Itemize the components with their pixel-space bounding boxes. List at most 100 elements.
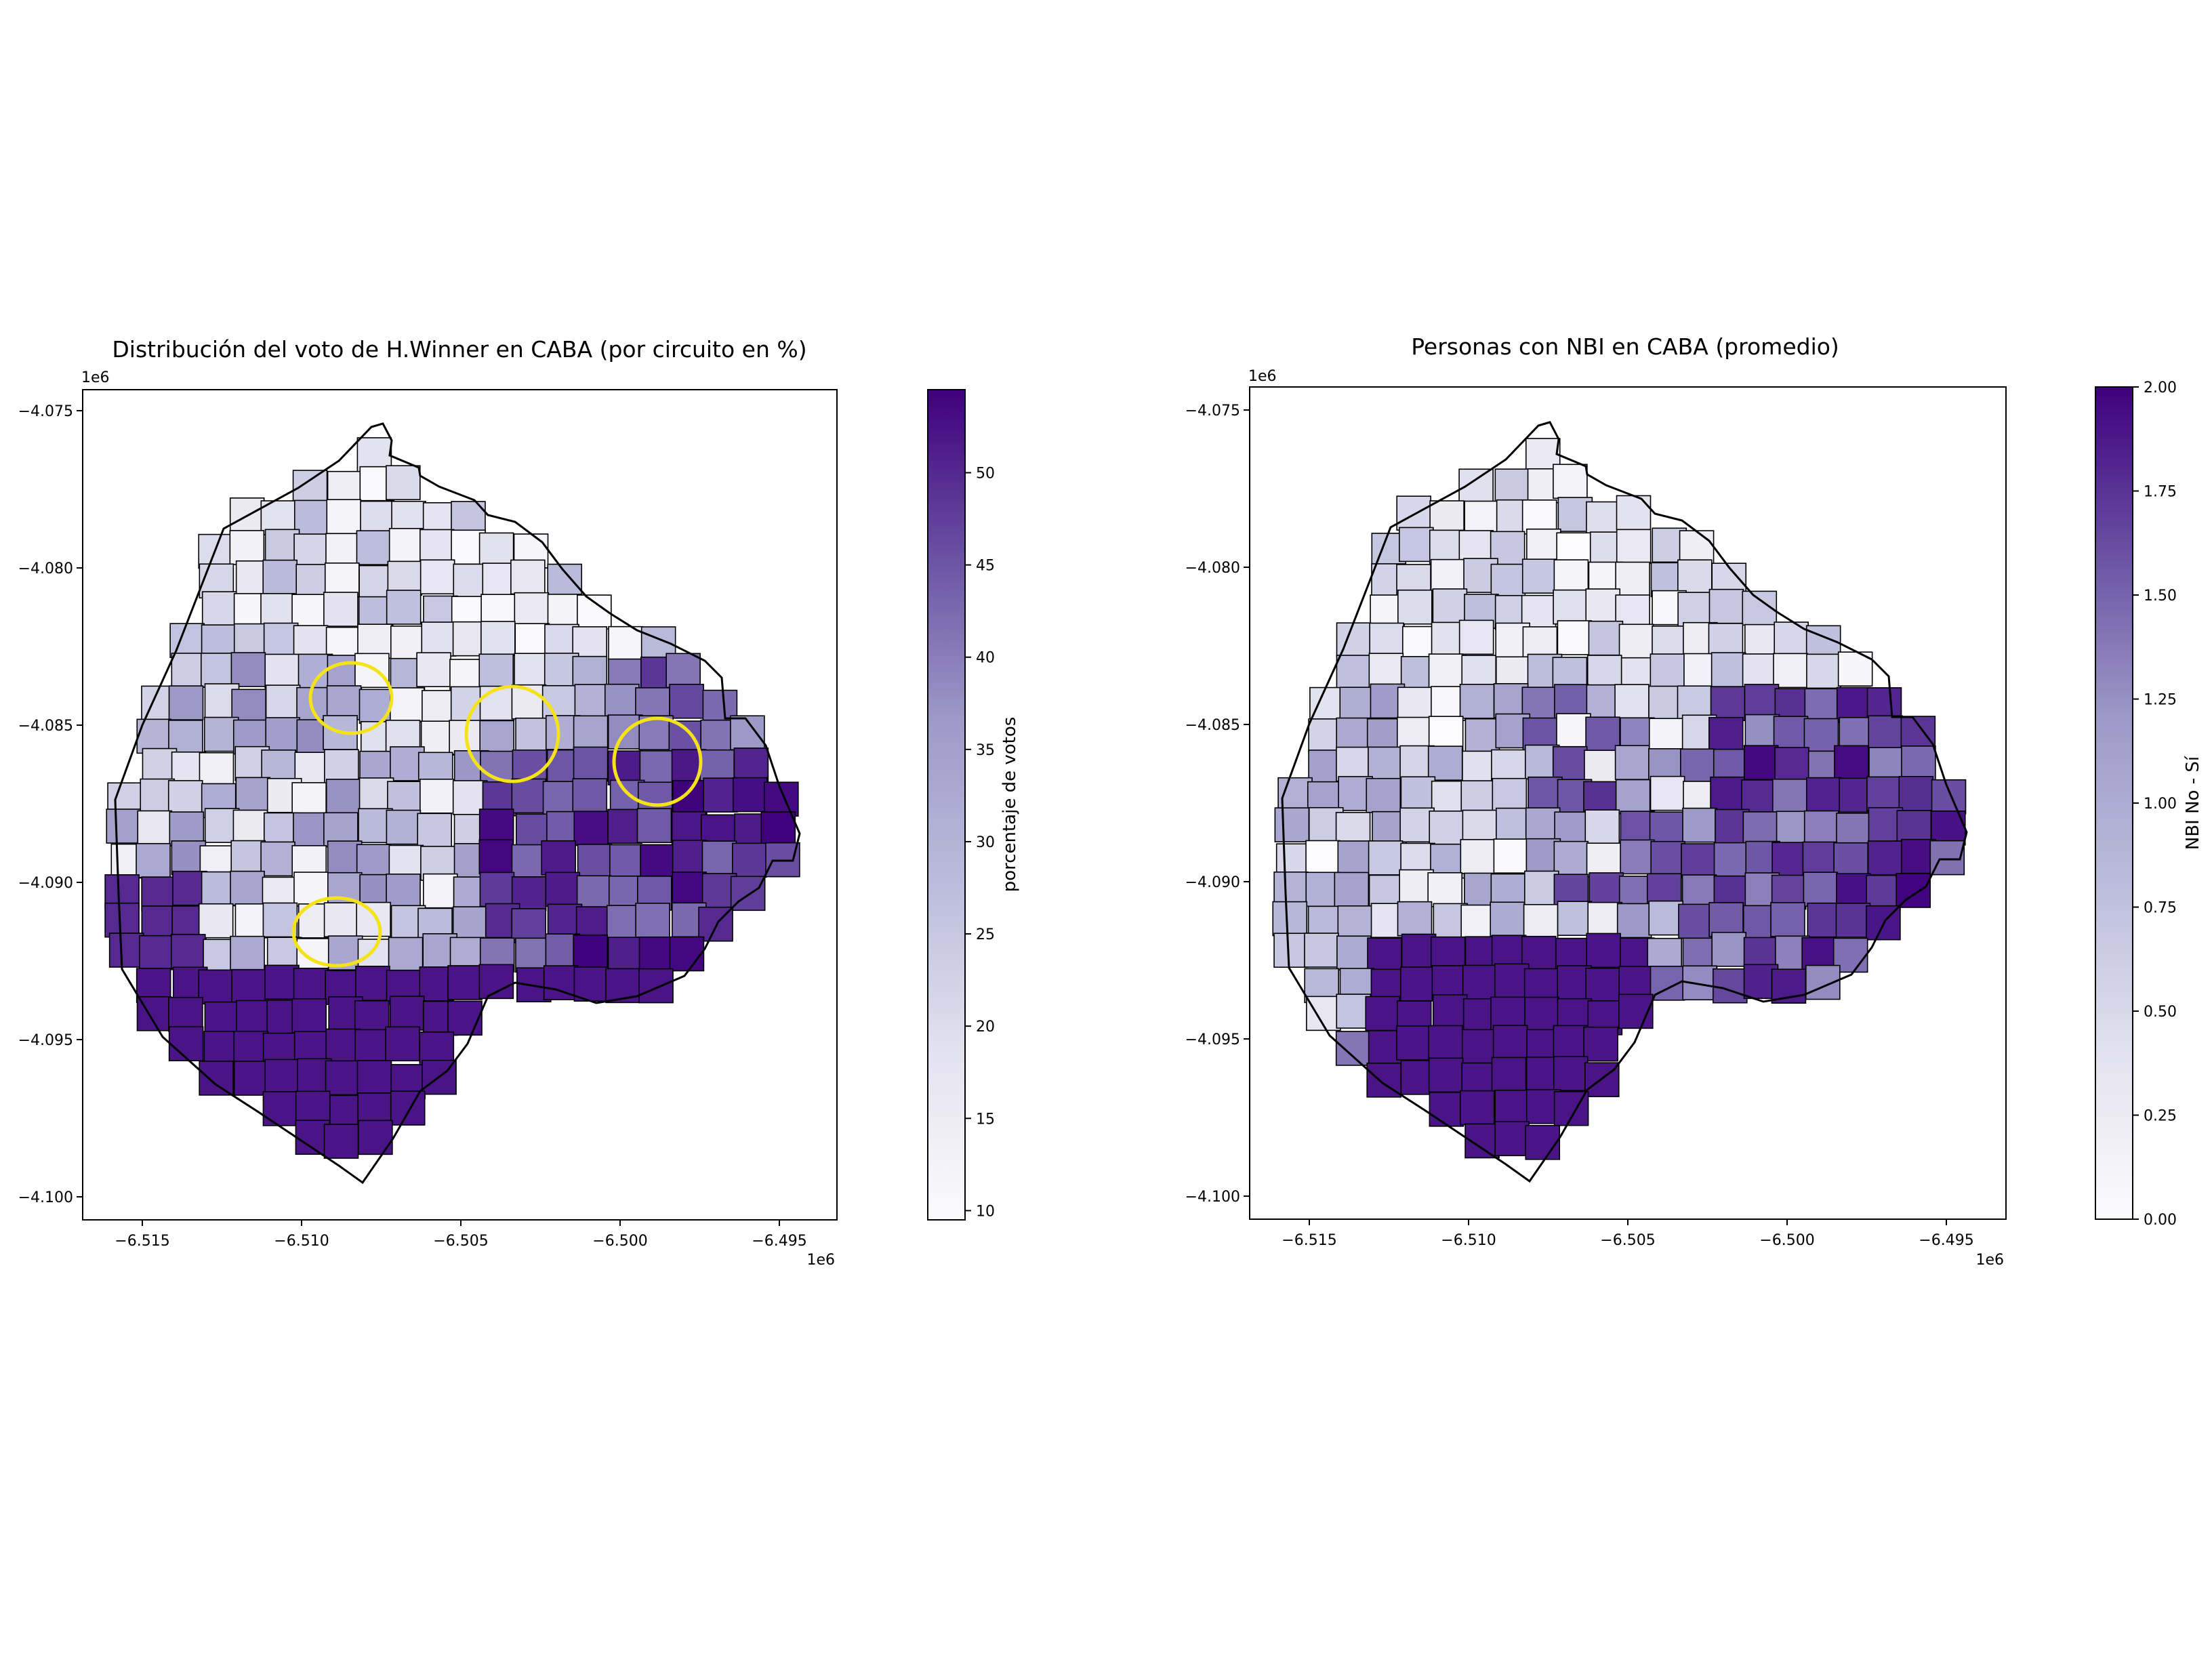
circuit-region: [1431, 780, 1467, 816]
circuit-region: [1833, 842, 1868, 878]
circuit-region: [295, 1090, 331, 1126]
x-tick-label: −6.500: [1759, 1232, 1814, 1249]
x-tick-label: −6.505: [1600, 1232, 1655, 1249]
circuit-region: [640, 844, 675, 880]
circuit-region: [1713, 968, 1748, 1004]
circuit-region: [1458, 619, 1494, 655]
circuit-region: [1431, 965, 1467, 1000]
circuit-region: [1677, 685, 1713, 721]
circuit-region: [203, 1031, 239, 1066]
y-tick-label: −4.095: [18, 1032, 73, 1049]
circuit-region: [1804, 688, 1840, 724]
circuit-region: [293, 533, 329, 569]
x-tick-label: −6.505: [433, 1233, 488, 1250]
right-colorbar-label: NBI No - Sí: [2183, 756, 2203, 850]
circuit-region: [1741, 779, 1776, 815]
x-tick-label: −6.495: [1919, 1232, 1973, 1249]
circuit-region: [262, 559, 298, 595]
circuit-region: [1428, 653, 1464, 689]
y-tick-label: −4.075: [18, 403, 73, 420]
circuit-region: [1427, 872, 1462, 907]
right-map-x-offset: 1e6: [1975, 1252, 2004, 1269]
colorbar-tick-label: 1.25: [2144, 692, 2177, 709]
circuit-region: [1427, 745, 1463, 781]
circuit-region: [390, 687, 425, 722]
circuit-region: [1368, 746, 1403, 782]
circuit-region: [168, 685, 204, 720]
circuit-region: [669, 683, 704, 719]
circuit-region: [1335, 1031, 1371, 1066]
circuit-region: [1585, 716, 1620, 752]
circuit-region: [1553, 1056, 1589, 1092]
circuit-region: [198, 903, 234, 939]
circuit-region: [636, 808, 672, 843]
circuit-region: [1336, 935, 1372, 971]
circuit-region: [423, 873, 458, 909]
circuit-region: [1494, 963, 1530, 999]
circuit-region: [1711, 652, 1746, 687]
circuit-region: [1493, 838, 1529, 874]
circuit-region: [323, 1124, 359, 1159]
colorbar-tick-label: 1.50: [2144, 588, 2177, 605]
circuit-region: [168, 996, 203, 1032]
circuit-region: [265, 717, 301, 752]
circuit-region: [1462, 964, 1498, 1000]
circuit-region: [1396, 1025, 1431, 1061]
circuit-region: [169, 811, 205, 846]
circuit-region: [1742, 653, 1778, 689]
left-map-x-offset: 1e6: [806, 1252, 835, 1269]
circuit-region: [260, 593, 295, 628]
circuit-region: [665, 653, 701, 689]
circuit-region: [732, 842, 767, 878]
circuit-region: [672, 779, 708, 815]
left-colorbar-ticks: 10 15 20 25 30 35 40 45 50: [965, 466, 995, 1220]
circuit-region: [1806, 653, 1841, 689]
circuit-region: [1429, 811, 1465, 846]
y-tick-label: −4.090: [18, 875, 73, 892]
x-tick-label: −6.515: [1282, 1232, 1336, 1249]
circuit-region: [324, 562, 360, 598]
circuit-region: [701, 840, 737, 876]
circuit-region: [1681, 843, 1716, 878]
circuit-region: [573, 746, 609, 782]
circuit-region: [1337, 905, 1373, 941]
circuit-region: [1742, 811, 1778, 846]
circuit-region: [419, 778, 455, 814]
circuit-region: [386, 590, 422, 625]
circuit-region: [1901, 745, 1936, 781]
left-map-frame: [82, 389, 838, 1221]
circuit-region: [199, 1061, 234, 1096]
circuit-region: [479, 872, 515, 907]
x-tick-label: −6.510: [274, 1233, 329, 1250]
colorbar-tick-label: 1.00: [2144, 796, 2177, 813]
circuit-region: [293, 812, 328, 848]
circuit-region: [1620, 839, 1655, 875]
circuit-region: [291, 782, 327, 817]
colorbar-tick-label: 10: [976, 1203, 995, 1220]
annotation-circle: [308, 661, 394, 735]
circuit-region: [1648, 900, 1684, 936]
circuit-region: [1336, 746, 1371, 782]
colorbar-tick-label: 0.00: [2144, 1212, 2177, 1229]
circuit-region: [547, 563, 583, 599]
left-map-y-offset: 1e6: [81, 369, 110, 386]
circuit-region: [1304, 933, 1339, 968]
circuit-region: [1556, 713, 1591, 748]
circuit-region: [1521, 558, 1557, 594]
circuit-region: [1429, 1092, 1465, 1127]
circuit-region: [478, 653, 514, 689]
circuit-region: [1273, 933, 1309, 968]
circuit-region: [1618, 623, 1654, 659]
circuit-region: [1867, 840, 1903, 876]
circuit-region: [1614, 684, 1650, 719]
circuit-region: [639, 750, 675, 785]
circuit-region: [1459, 1090, 1495, 1126]
circuit-region: [577, 594, 612, 630]
circuit-region: [1771, 842, 1807, 877]
colorbar-tick-label: 20: [976, 1019, 995, 1036]
circuit-region: [1588, 620, 1624, 656]
colorbar-tick-label: 50: [976, 466, 995, 483]
circuit-region: [1616, 529, 1652, 565]
circuit-region: [1682, 807, 1717, 843]
circuit-region: [1713, 842, 1749, 878]
